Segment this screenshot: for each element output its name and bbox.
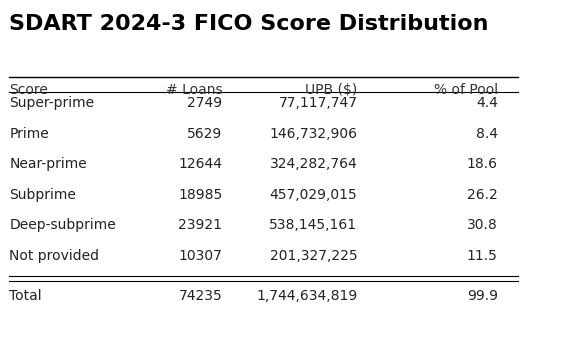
Text: 99.9: 99.9	[467, 289, 498, 303]
Text: 11.5: 11.5	[467, 249, 498, 263]
Text: SDART 2024-3 FICO Score Distribution: SDART 2024-3 FICO Score Distribution	[9, 14, 489, 34]
Text: 538,145,161: 538,145,161	[269, 218, 357, 233]
Text: 146,732,906: 146,732,906	[270, 127, 357, 141]
Text: 457,029,015: 457,029,015	[270, 188, 357, 202]
Text: 18.6: 18.6	[467, 157, 498, 171]
Text: 8.4: 8.4	[476, 127, 498, 141]
Text: UPB ($): UPB ($)	[305, 83, 357, 97]
Text: Not provided: Not provided	[9, 249, 99, 263]
Text: 10307: 10307	[178, 249, 222, 263]
Text: 4.4: 4.4	[476, 96, 498, 110]
Text: 12644: 12644	[178, 157, 222, 171]
Text: 30.8: 30.8	[467, 218, 498, 233]
Text: 74235: 74235	[178, 289, 222, 303]
Text: Near-prime: Near-prime	[9, 157, 87, 171]
Text: 201,327,225: 201,327,225	[270, 249, 357, 263]
Text: 18985: 18985	[178, 188, 222, 202]
Text: Prime: Prime	[9, 127, 49, 141]
Text: 5629: 5629	[187, 127, 222, 141]
Text: Total: Total	[9, 289, 42, 303]
Text: 2749: 2749	[187, 96, 222, 110]
Text: # Loans: # Loans	[166, 83, 222, 97]
Text: 77,117,747: 77,117,747	[278, 96, 357, 110]
Text: % of Pool: % of Pool	[434, 83, 498, 97]
Text: Subprime: Subprime	[9, 188, 76, 202]
Text: Score: Score	[9, 83, 48, 97]
Text: 324,282,764: 324,282,764	[270, 157, 357, 171]
Text: 1,744,634,819: 1,744,634,819	[256, 289, 357, 303]
Text: 26.2: 26.2	[467, 188, 498, 202]
Text: Deep-subprime: Deep-subprime	[9, 218, 116, 233]
Text: 23921: 23921	[178, 218, 222, 233]
Text: Super-prime: Super-prime	[9, 96, 95, 110]
